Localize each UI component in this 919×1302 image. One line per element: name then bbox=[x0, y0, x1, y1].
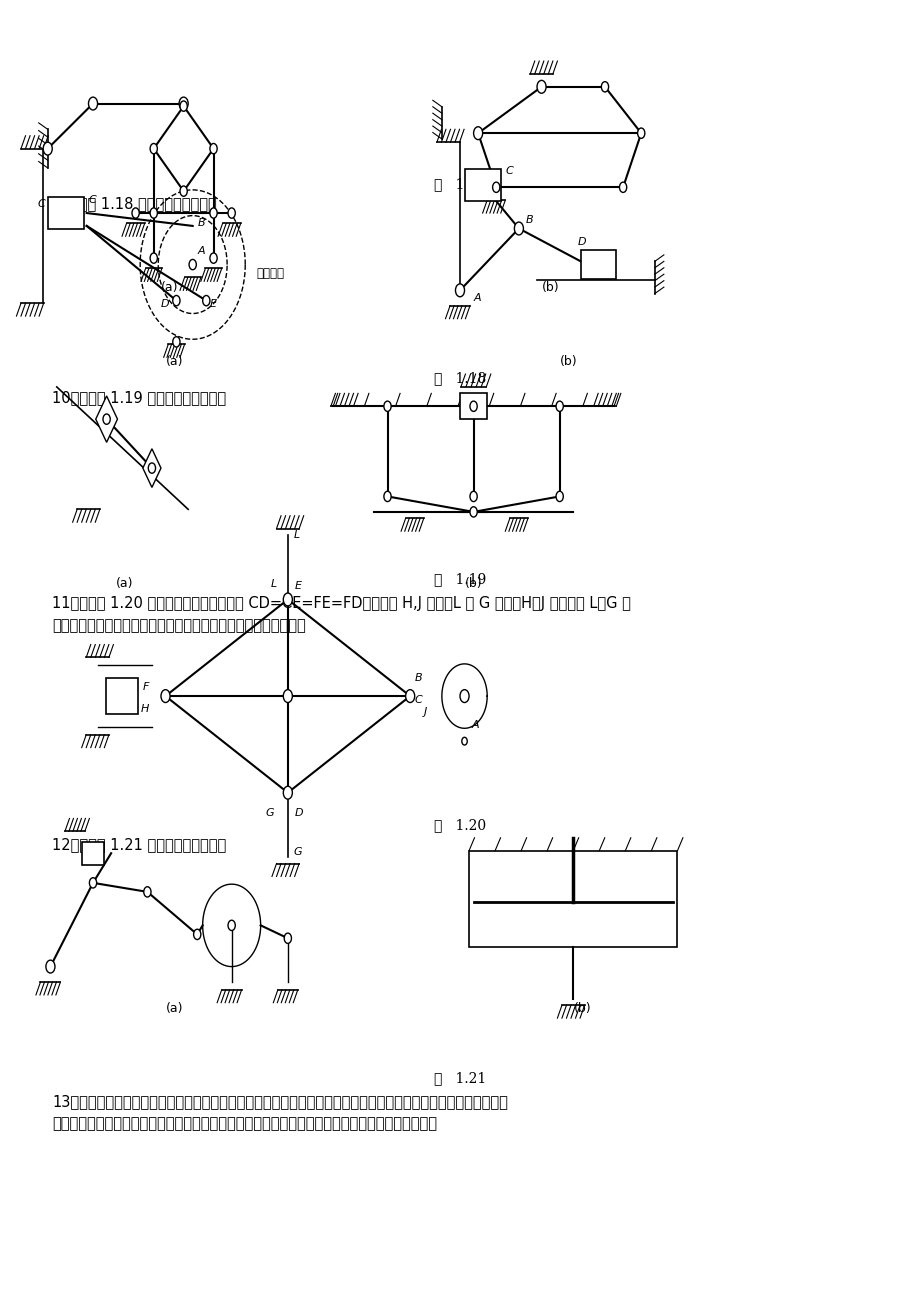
Circle shape bbox=[173, 337, 180, 348]
Circle shape bbox=[228, 208, 235, 219]
Circle shape bbox=[46, 960, 55, 973]
Circle shape bbox=[210, 143, 217, 154]
Text: (b): (b) bbox=[560, 355, 577, 368]
Text: 定。若运动是确定的，进行杆组分析，并画图表示拆杆组过程，指出各级杆组的级别及机构的级别。: 定。若运动是确定的，进行杆组分析，并画图表示拆杆组过程，指出各级杆组的级别及机构… bbox=[52, 1116, 437, 1131]
Circle shape bbox=[555, 401, 562, 411]
Circle shape bbox=[43, 142, 52, 155]
Text: 齿轮啮合: 齿轮啮合 bbox=[255, 267, 284, 280]
Text: C: C bbox=[88, 195, 96, 204]
Text: (a): (a) bbox=[165, 1001, 183, 1014]
Text: B: B bbox=[526, 215, 533, 225]
Circle shape bbox=[461, 737, 467, 745]
Text: D: D bbox=[295, 807, 303, 818]
Text: D: D bbox=[577, 237, 585, 247]
Text: C: C bbox=[414, 694, 422, 704]
Text: F: F bbox=[142, 682, 149, 691]
Text: C: C bbox=[37, 199, 45, 208]
Circle shape bbox=[601, 82, 608, 92]
Circle shape bbox=[537, 81, 546, 94]
Text: H: H bbox=[141, 703, 149, 713]
Circle shape bbox=[103, 414, 110, 424]
Circle shape bbox=[210, 253, 217, 263]
Circle shape bbox=[161, 690, 170, 703]
Circle shape bbox=[460, 690, 469, 703]
Text: G: G bbox=[266, 807, 274, 818]
Circle shape bbox=[470, 491, 477, 501]
Text: (b): (b) bbox=[573, 1001, 591, 1014]
Circle shape bbox=[180, 186, 187, 197]
Circle shape bbox=[202, 296, 210, 306]
Text: L: L bbox=[270, 578, 277, 589]
Text: J: J bbox=[424, 707, 426, 717]
Circle shape bbox=[383, 401, 391, 411]
FancyBboxPatch shape bbox=[106, 678, 138, 713]
Text: 图   1.19: 图 1.19 bbox=[434, 572, 485, 586]
Circle shape bbox=[150, 253, 157, 263]
Text: B: B bbox=[197, 217, 205, 228]
Circle shape bbox=[150, 208, 157, 219]
Circle shape bbox=[514, 223, 523, 234]
Text: E: E bbox=[295, 581, 301, 591]
Circle shape bbox=[179, 98, 188, 109]
Circle shape bbox=[148, 464, 155, 473]
Polygon shape bbox=[96, 396, 118, 443]
Circle shape bbox=[618, 182, 626, 193]
FancyBboxPatch shape bbox=[460, 393, 487, 419]
Circle shape bbox=[492, 182, 499, 193]
Text: 10．计算图 1.19 所示机构的自由度。: 10．计算图 1.19 所示机构的自由度。 bbox=[52, 389, 226, 405]
Circle shape bbox=[455, 284, 464, 297]
FancyBboxPatch shape bbox=[581, 250, 615, 279]
Circle shape bbox=[283, 786, 292, 799]
Circle shape bbox=[383, 491, 391, 501]
Circle shape bbox=[150, 143, 157, 154]
Text: 13．计算下图所示平面机构的自由度（若存在复合铰链、局部自由度及虚约束请指明），并判断该机构的运动是否确: 13．计算下图所示平面机构的自由度（若存在复合铰链、局部自由度及虚约束请指明），… bbox=[52, 1095, 507, 1109]
Text: (b): (b) bbox=[464, 577, 482, 590]
Text: 11．计算图 1.20 所示机构的自由度。已知 CD=CE=FE=FD，且导路 H,J 共线，L 和 G 共线，H，J 的方向和 L，G 的: 11．计算图 1.20 所示机构的自由度。已知 CD=CE=FE=FD，且导路 … bbox=[52, 596, 630, 611]
Circle shape bbox=[405, 690, 414, 703]
Text: A: A bbox=[473, 293, 481, 302]
Text: 9．计算图 1.18 所示机构的自由度。: 9．计算图 1.18 所示机构的自由度。 bbox=[52, 197, 217, 211]
Circle shape bbox=[88, 98, 97, 109]
Text: 方向垂直。机构中若有局部自由度，虚约束或复合铰链，应指出。: 方向垂直。机构中若有局部自由度，虚约束或复合铰链，应指出。 bbox=[52, 617, 306, 633]
Circle shape bbox=[283, 690, 292, 703]
Text: B: B bbox=[414, 673, 422, 682]
Text: C: C bbox=[505, 167, 513, 176]
Circle shape bbox=[283, 592, 292, 605]
Polygon shape bbox=[142, 449, 161, 487]
FancyBboxPatch shape bbox=[82, 841, 104, 865]
Text: E: E bbox=[210, 299, 217, 309]
Text: 图   1.20: 图 1.20 bbox=[434, 818, 485, 832]
Circle shape bbox=[637, 128, 644, 138]
Circle shape bbox=[89, 878, 96, 888]
FancyBboxPatch shape bbox=[48, 197, 84, 229]
Text: 12．计算图 1.21 所示机构的自由度。: 12．计算图 1.21 所示机构的自由度。 bbox=[52, 837, 226, 852]
Circle shape bbox=[131, 208, 139, 219]
Text: (a): (a) bbox=[161, 281, 178, 294]
Text: A: A bbox=[197, 246, 205, 256]
Text: D: D bbox=[161, 299, 170, 309]
Circle shape bbox=[180, 102, 187, 111]
Circle shape bbox=[473, 126, 482, 139]
Text: (a): (a) bbox=[165, 355, 183, 368]
FancyBboxPatch shape bbox=[464, 168, 500, 201]
Text: 图   1.21: 图 1.21 bbox=[434, 1072, 485, 1086]
Circle shape bbox=[173, 296, 180, 306]
Text: A: A bbox=[471, 720, 479, 730]
Circle shape bbox=[143, 887, 151, 897]
Circle shape bbox=[193, 930, 200, 940]
Text: L: L bbox=[293, 530, 300, 539]
Circle shape bbox=[555, 491, 562, 501]
Text: G: G bbox=[293, 846, 301, 857]
Text: 图   1.18: 图 1.18 bbox=[434, 371, 485, 385]
Circle shape bbox=[470, 506, 477, 517]
Circle shape bbox=[284, 934, 291, 944]
Circle shape bbox=[470, 401, 477, 411]
Circle shape bbox=[210, 208, 217, 219]
Circle shape bbox=[228, 921, 235, 931]
Text: 图   1.17: 图 1.17 bbox=[434, 177, 485, 191]
Text: (b): (b) bbox=[541, 281, 559, 294]
Circle shape bbox=[189, 259, 196, 270]
Bar bbox=[469, 850, 676, 948]
Text: (a): (a) bbox=[116, 577, 133, 590]
